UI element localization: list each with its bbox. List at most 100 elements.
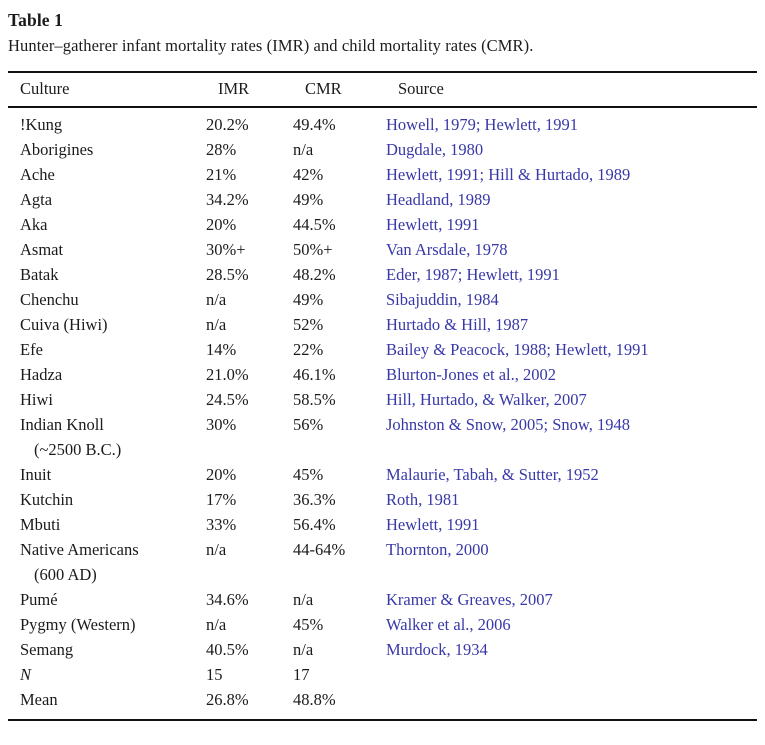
culture-cell: Batak: [20, 262, 206, 287]
imr-cell: n/a: [206, 540, 227, 559]
culture-cell: Kutchin: [20, 487, 206, 512]
culture-cell: !Kung: [20, 112, 206, 137]
source-cell: Sibajuddin, 1984: [386, 287, 757, 312]
culture-cell: Asmat: [20, 237, 206, 262]
source-citation-link[interactable]: Malaurie, Tabah, & Sutter, 1952: [386, 465, 599, 484]
cmr-cell: 22%: [293, 340, 324, 359]
culture-name: Aka: [20, 215, 48, 234]
source-citation-link[interactable]: Hewlett, 1991: [386, 515, 480, 534]
culture-name: Batak: [20, 265, 59, 284]
column-header-imr: IMR: [218, 79, 250, 98]
culture-name: Kutchin: [20, 490, 74, 509]
source-citation-link[interactable]: Bailey & Peacock, 1988; Hewlett, 1991: [386, 340, 649, 359]
imr-cell: 28.5%: [206, 265, 249, 284]
source-cell: Headland, 1989: [386, 187, 757, 212]
imr-cell: 26.8%: [206, 690, 249, 709]
table-row: Asmat 30%+ 50%+ Van Arsdale, 1978: [20, 237, 757, 262]
table-label: Table 1: [8, 10, 64, 30]
cmr-cell: 36.3%: [293, 490, 336, 509]
source-citation-link[interactable]: Headland, 1989: [386, 190, 491, 209]
culture-name-line2: (600 AD): [34, 565, 97, 584]
imr-cell: 24.5%: [206, 390, 249, 409]
table-header-row: Culture IMR CMR Source: [8, 73, 757, 108]
culture-name: !Kung: [20, 115, 63, 134]
cmr-cell: 48.8%: [293, 690, 336, 709]
culture-name: Mean: [20, 690, 58, 709]
source-citation-link[interactable]: Roth, 1981: [386, 490, 460, 509]
source-citation-link[interactable]: Sibajuddin, 1984: [386, 290, 499, 309]
culture-cell: Agta: [20, 187, 206, 212]
culture-name-line2: (~2500 B.C.): [34, 440, 122, 459]
source-cell: [386, 687, 757, 712]
cmr-cell: 56.4%: [293, 515, 336, 534]
source-citation-link[interactable]: Kramer & Greaves, 2007: [386, 590, 553, 609]
cmr-cell: 42%: [293, 165, 324, 184]
culture-cell: Semang: [20, 637, 206, 662]
source-citation-link[interactable]: Blurton-Jones et al., 2002: [386, 365, 557, 384]
imr-cell: 21.0%: [206, 365, 249, 384]
culture-cell: Pygmy (Western): [20, 612, 206, 637]
table-row: Cuiva (Hiwi) n/a 52% Hurtado & Hill, 198…: [20, 312, 757, 337]
cmr-cell: 50%+: [293, 240, 333, 259]
culture-cell: Indian Knoll (~2500 B.C.): [20, 412, 206, 462]
culture-cell: Mbuti: [20, 512, 206, 537]
source-citation-link[interactable]: Walker et al., 2006: [386, 615, 511, 634]
table-row: Pygmy (Western) n/a 45% Walker et al., 2…: [20, 612, 757, 637]
source-citation-link[interactable]: Johnston & Snow, 2005; Snow, 1948: [386, 415, 631, 434]
source-cell: Blurton-Jones et al., 2002: [386, 362, 757, 387]
source-citation-link[interactable]: Hewlett, 1991; Hill & Hurtado, 1989: [386, 165, 631, 184]
table-caption: Hunter–gatherer infant mortality rates (…: [8, 36, 534, 55]
imr-cell: 40.5%: [206, 640, 249, 659]
source-cell: Walker et al., 2006: [386, 612, 757, 637]
source-cell: Roth, 1981: [386, 487, 757, 512]
table-row: !Kung 20.2% 49.4% Howell, 1979; Hewlett,…: [20, 112, 757, 137]
source-cell: Hewlett, 1991: [386, 512, 757, 537]
source-cell: Eder, 1987; Hewlett, 1991: [386, 262, 757, 287]
source-citation-link[interactable]: Thornton, 2000: [386, 540, 489, 559]
cmr-cell: 52%: [293, 315, 324, 334]
culture-name: Hadza: [20, 365, 63, 384]
source-citation-link[interactable]: Van Arsdale, 1978: [386, 240, 508, 259]
source-citation-link[interactable]: Howell, 1979; Hewlett, 1991: [386, 115, 579, 134]
table-row: Aborigines 28% n/a Dugdale, 1980: [20, 137, 757, 162]
culture-name: Cuiva (Hiwi): [20, 315, 108, 334]
source-cell: [386, 662, 757, 687]
culture-cell: N: [20, 662, 206, 687]
table-row: Efe 14% 22% Bailey & Peacock, 1988; Hewl…: [20, 337, 757, 362]
source-citation-link[interactable]: Hewlett, 1991: [386, 215, 480, 234]
cmr-cell: 45%: [293, 615, 324, 634]
cmr-cell: 49.4%: [293, 115, 336, 134]
table-row: Mean 26.8% 48.8%: [20, 687, 757, 712]
culture-cell: Aka: [20, 212, 206, 237]
culture-cell: Hiwi: [20, 387, 206, 412]
culture-cell: Mean: [20, 687, 206, 712]
imr-cell: 14%: [206, 340, 237, 359]
imr-cell: 34.2%: [206, 190, 249, 209]
table-row: Semang 40.5% n/a Murdock, 1934: [20, 637, 757, 662]
culture-cell: Native Americans (600 AD): [20, 537, 206, 587]
table-row: Mbuti 33% 56.4% Hewlett, 1991: [20, 512, 757, 537]
table-row: Hadza 21.0% 46.1% Blurton-Jones et al., …: [20, 362, 757, 387]
imr-cell: n/a: [206, 315, 227, 334]
source-cell: Hill, Hurtado, & Walker, 2007: [386, 387, 757, 412]
source-citation-link[interactable]: Eder, 1987; Hewlett, 1991: [386, 265, 560, 284]
imr-cell: 21%: [206, 165, 237, 184]
source-citation-link[interactable]: Dugdale, 1980: [386, 140, 484, 159]
imr-cell: 30%: [206, 415, 237, 434]
source-cell: Kramer & Greaves, 2007: [386, 587, 757, 612]
source-cell: Van Arsdale, 1978: [386, 237, 757, 262]
table-row: Aka 20% 44.5% Hewlett, 1991: [20, 212, 757, 237]
imr-cell: 20%: [206, 215, 237, 234]
cmr-cell: 48.2%: [293, 265, 336, 284]
table-row: Agta 34.2% 49% Headland, 1989: [20, 187, 757, 212]
imr-cell: 15: [206, 665, 223, 684]
imr-cell: 17%: [206, 490, 237, 509]
table-row: Batak 28.5% 48.2% Eder, 1987; Hewlett, 1…: [20, 262, 757, 287]
cmr-cell: 49%: [293, 290, 324, 309]
imr-cell: 20%: [206, 465, 237, 484]
culture-cell: Chenchu: [20, 287, 206, 312]
source-citation-link[interactable]: Murdock, 1934: [386, 640, 488, 659]
source-citation-link[interactable]: Hurtado & Hill, 1987: [386, 315, 529, 334]
source-citation-link[interactable]: Hill, Hurtado, & Walker, 2007: [386, 390, 587, 409]
culture-name: Hiwi: [20, 390, 53, 409]
